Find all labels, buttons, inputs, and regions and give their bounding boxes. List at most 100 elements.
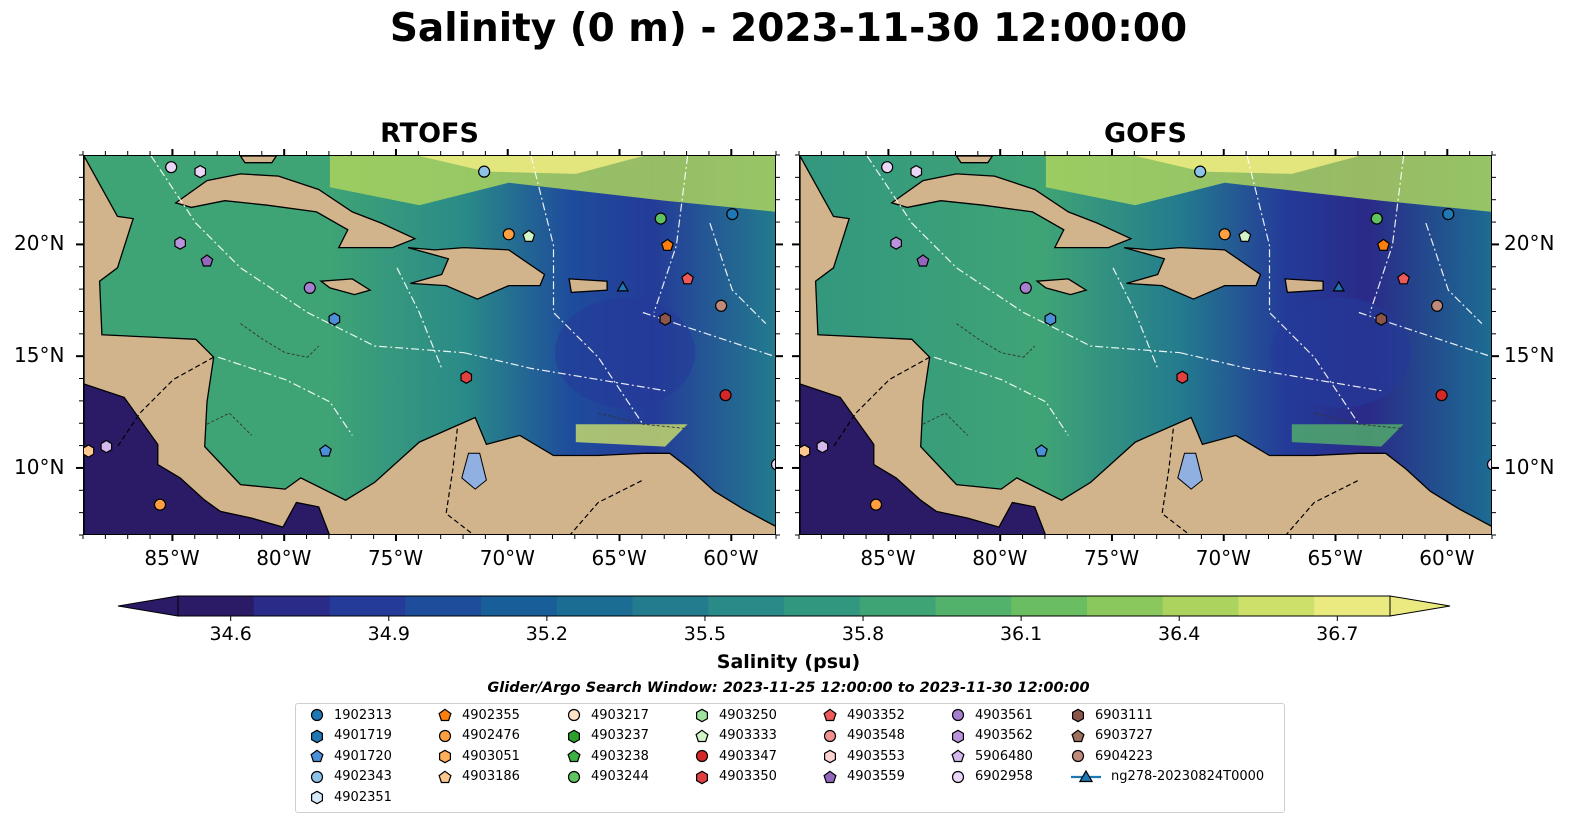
- float-marker-3[interactable]: [174, 236, 187, 250]
- legend-marker-icon: [567, 729, 580, 743]
- legend-marker-icon: [695, 770, 708, 784]
- float-marker-0[interactable]: [165, 161, 178, 174]
- colorbar-tick-label: 34.6: [209, 623, 252, 645]
- colorbar-label: Salinity (psu): [716, 651, 861, 673]
- float-marker-14[interactable]: [1375, 312, 1388, 326]
- colorbar-segment: [708, 596, 785, 616]
- legend-item: 4903548: [821, 727, 905, 745]
- legend-item: 1902313: [308, 706, 392, 724]
- legend-item: 4903051: [436, 747, 520, 765]
- legend-label: 5906480: [975, 748, 1033, 764]
- lon-tick-label: 75°W: [367, 546, 424, 570]
- legend-marker-icon: [438, 770, 452, 783]
- float-marker-8[interactable]: [522, 229, 536, 243]
- legend-label: 4902476: [462, 728, 520, 743]
- legend-item: 4901719: [308, 727, 392, 745]
- landmass: [1035, 278, 1088, 296]
- float-marker-1[interactable]: [194, 164, 207, 179]
- float-marker-7[interactable]: [502, 228, 515, 241]
- legend-label: 4903237: [591, 728, 649, 743]
- float-marker-10[interactable]: [726, 208, 739, 221]
- legend-item: 6903111: [1069, 706, 1153, 724]
- float-marker-16[interactable]: [1435, 389, 1448, 402]
- legend-item: 4903553: [821, 747, 905, 765]
- legend-marker-icon: [951, 729, 964, 743]
- float-marker-11[interactable]: [1376, 238, 1390, 251]
- legend-label: 6904223: [1095, 748, 1153, 764]
- legend-marker-icon: [567, 708, 581, 722]
- lon-tick-label: 85°W: [860, 546, 916, 570]
- float-marker-19[interactable]: [816, 439, 829, 454]
- float-marker-9[interactable]: [1370, 212, 1383, 225]
- float-marker-8[interactable]: [1238, 229, 1252, 243]
- map-panel-rtofs[interactable]: [83, 155, 776, 535]
- lon-tick-label: 80°W: [972, 546, 1028, 570]
- legend-marker-icon: [695, 749, 709, 763]
- float-marker-12[interactable]: [681, 272, 695, 285]
- lat-tick-label: 15°N: [1504, 343, 1555, 368]
- legend-marker-icon: [695, 708, 708, 723]
- float-marker-11[interactable]: [660, 238, 674, 251]
- map-panel-gofs[interactable]: [799, 155, 1492, 535]
- legend-marker-icon: [438, 708, 452, 722]
- legend-marker-icon: [567, 770, 581, 783]
- float-marker-0[interactable]: [881, 161, 894, 174]
- float-marker-15[interactable]: [1176, 370, 1189, 384]
- float-marker-5[interactable]: [1019, 281, 1032, 294]
- lat-tick-label: 10°N: [1504, 454, 1555, 479]
- legend-item: 4903244: [565, 768, 649, 786]
- float-marker-14[interactable]: [659, 312, 672, 326]
- legend-label: 4902343: [334, 769, 392, 784]
- float-marker-18[interactable]: [800, 444, 811, 458]
- map-rtofs: [84, 156, 777, 534]
- legend-marker-icon: [1071, 729, 1085, 742]
- float-marker-16[interactable]: [719, 389, 732, 402]
- landmass: [890, 173, 1133, 249]
- colorbar-segment: [935, 596, 1012, 616]
- legend-label: 4903244: [591, 769, 649, 784]
- float-marker-2[interactable]: [478, 165, 491, 178]
- legend-item: 4903562: [949, 727, 1033, 745]
- float-marker-17[interactable]: [1034, 444, 1048, 457]
- lon-tick-label: 75°W: [1083, 546, 1140, 570]
- float-marker-18[interactable]: [84, 444, 95, 458]
- float-marker-10[interactable]: [1442, 208, 1455, 221]
- legend-item: 4903237: [565, 727, 649, 745]
- float-marker-9[interactable]: [654, 212, 667, 225]
- legend-label: 4901719: [334, 728, 392, 743]
- colorbar-segment: [329, 596, 406, 616]
- float-marker-4[interactable]: [916, 254, 930, 267]
- float-marker-6[interactable]: [328, 312, 341, 326]
- float-marker-22[interactable]: [616, 280, 630, 292]
- legend-label: 4902351: [334, 789, 392, 805]
- landmass: [1284, 278, 1324, 294]
- float-marker-19[interactable]: [100, 439, 113, 454]
- float-marker-20[interactable]: [869, 498, 883, 511]
- float-marker-17[interactable]: [318, 444, 332, 457]
- float-marker-3[interactable]: [890, 236, 903, 250]
- float-marker-12[interactable]: [1397, 272, 1411, 285]
- float-marker-7[interactable]: [1218, 228, 1231, 241]
- float-marker-21[interactable]: [770, 458, 777, 471]
- float-marker-6[interactable]: [1044, 312, 1057, 326]
- float-marker-13[interactable]: [1431, 299, 1444, 312]
- legend-marker-icon: [823, 749, 836, 764]
- legend-marker-icon: [567, 749, 581, 763]
- float-marker-22[interactable]: [1332, 280, 1346, 292]
- legend-item: 4902476: [436, 727, 520, 745]
- float-marker-15[interactable]: [460, 370, 473, 384]
- colorbar-segment: [784, 596, 861, 616]
- float-marker-5[interactable]: [303, 281, 316, 294]
- float-marker-4[interactable]: [200, 254, 214, 267]
- float-marker-21[interactable]: [1486, 458, 1493, 471]
- colorbar-segment: [178, 596, 255, 616]
- legend-item: 4902343: [308, 768, 392, 786]
- legend-label: 4902355: [462, 707, 520, 723]
- landmass: [174, 173, 417, 249]
- legend-label: 4903562: [975, 728, 1033, 743]
- legend-marker-icon: [951, 708, 965, 722]
- float-marker-13[interactable]: [715, 299, 728, 312]
- float-marker-2[interactable]: [1194, 165, 1207, 178]
- float-marker-20[interactable]: [153, 498, 167, 511]
- float-marker-1[interactable]: [910, 164, 923, 179]
